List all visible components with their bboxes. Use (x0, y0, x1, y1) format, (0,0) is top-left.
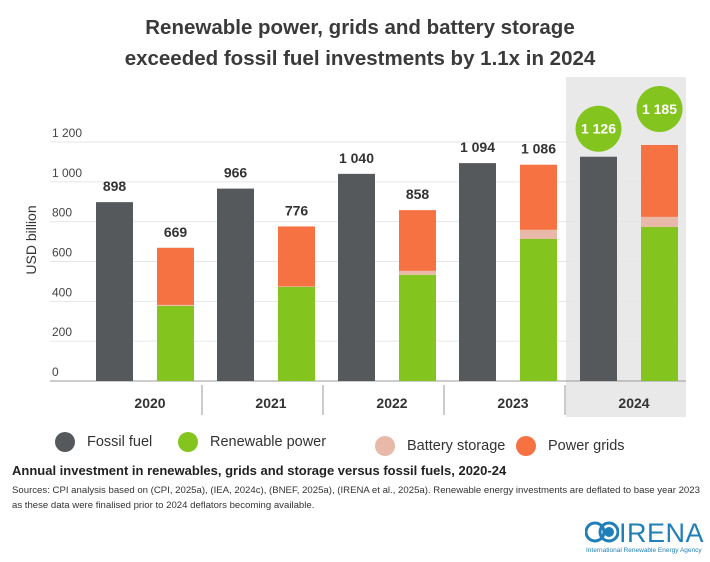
legend-label: Power grids (548, 438, 625, 454)
value-bubble (575, 105, 622, 152)
bar-renewable-power (399, 274, 436, 381)
data-label-total: 776 (285, 202, 309, 218)
legend-label: Battery storage (407, 438, 506, 454)
bar-battery-storage (399, 270, 436, 275)
data-label-fossil: 898 (103, 178, 127, 194)
chart-title: Renewable power, grids and battery stora… (0, 12, 710, 74)
y-tick-label: 400 (52, 285, 72, 299)
data-label-fossil: 1 094 (460, 139, 495, 155)
y-axis-label: USD billion (23, 205, 39, 274)
logo-name: IRENA (619, 518, 705, 548)
bar-fossil-fuel (459, 163, 496, 381)
bar-battery-storage (641, 216, 678, 227)
bar-power-grids (641, 144, 678, 217)
x-tick-label: 2021 (255, 395, 286, 411)
bar-fossil-fuel (96, 202, 133, 381)
legend-swatch-renewable (178, 432, 198, 452)
data-label-fossil: 1 040 (339, 150, 374, 166)
bar-renewable-power (157, 305, 194, 381)
data-label-total: 669 (164, 224, 188, 240)
y-tick-label: 200 (52, 325, 72, 339)
bar-power-grids (520, 164, 557, 230)
x-tick-label: 2024 (618, 395, 649, 411)
data-label-fossil: 966 (224, 165, 248, 181)
y-tick-label: 800 (52, 206, 72, 220)
x-tick-label: 2022 (376, 395, 407, 411)
bar-battery-storage (520, 229, 557, 239)
bar-chart: 0 200 400 600 800 1 000 1 200 USD billion 2020 89… (23, 77, 686, 417)
y-tick-label: 0 (52, 365, 59, 379)
data-label-total: 1 086 (521, 141, 556, 157)
bar-power-grids (278, 226, 315, 287)
legend-renewable: Renewable power (178, 432, 326, 452)
bar-fossil-fuel (580, 156, 617, 381)
legend-fossil: Fossil fuel (55, 432, 152, 452)
data-label-fossil: 1 126 (581, 121, 616, 137)
irena-globe-logo-icon (585, 521, 619, 543)
bar-power-grids (157, 247, 194, 305)
logo-subtitle: International Renewable Energy Agency (586, 547, 702, 554)
data-label-total: 858 (406, 186, 430, 202)
figure-caption: Annual investment in renewables, grids a… (12, 463, 507, 478)
title-line-2: exceeded fossil fuel investments by 1.1x… (124, 47, 596, 70)
x-tick-label: 2020 (134, 395, 165, 411)
bar-battery-storage (278, 286, 315, 287)
y-tick-label: 600 (52, 246, 72, 260)
legend-label: Fossil fuel (87, 434, 153, 450)
legend-swatch-grids (516, 436, 536, 456)
y-tick-label: 1 000 (52, 166, 82, 180)
bar-renewable-power (278, 286, 315, 381)
value-bubble (636, 85, 683, 132)
bar-power-grids (399, 210, 436, 271)
title-line-1: Renewable power, grids and battery stora… (145, 16, 575, 39)
legend-swatch-fossil (55, 432, 75, 452)
data-label-total: 1 185 (642, 101, 677, 117)
legend-storage: Battery storage (375, 436, 505, 456)
bar-renewable-power (520, 238, 557, 381)
legend-grids: Power grids (516, 436, 625, 456)
x-tick-label: 2023 (497, 395, 528, 411)
legend-swatch-storage (375, 436, 395, 456)
bar-renewable-power (641, 226, 678, 381)
bar-battery-storage (157, 304, 194, 306)
legend-label: Renewable power (210, 434, 327, 450)
sources-note: Sources: CPI analysis based on (CPI, 202… (12, 485, 700, 511)
y-tick-label: 1 200 (52, 126, 82, 140)
bar-fossil-fuel (338, 173, 375, 381)
bar-fossil-fuel (217, 188, 254, 381)
